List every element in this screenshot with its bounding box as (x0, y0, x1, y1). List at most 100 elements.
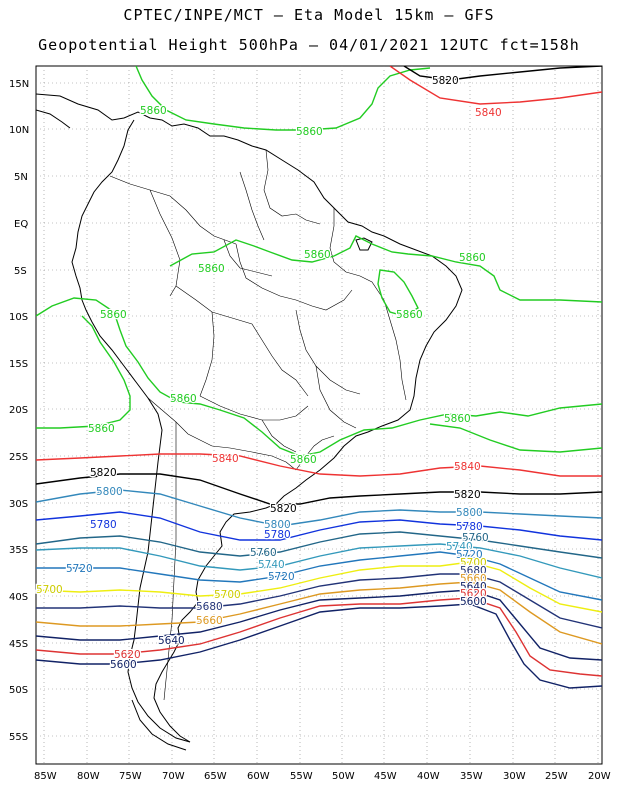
contour-label: 5860 (459, 252, 486, 264)
lat-label: 55S (9, 732, 28, 743)
lat-label: 10N (9, 125, 29, 136)
lon-label: 45W (374, 771, 397, 782)
map-title-line-1: CPTEC/INPE/MCT – Eta Model 15km – GFS (123, 6, 495, 24)
contour-5780 (36, 511, 602, 541)
contour-5700 (36, 561, 602, 613)
contour-label: 5820 (432, 75, 459, 87)
lat-label: 5S (14, 266, 27, 277)
contour-label: 5720 (268, 571, 295, 583)
contour-5840-south (36, 453, 602, 477)
contour-label: 5860 (296, 126, 323, 138)
lon-label: 75W (119, 771, 142, 782)
contour-label: 5700 (36, 584, 63, 596)
contour-label: 5860 (100, 309, 127, 321)
contour-label: 5680 (460, 565, 487, 577)
contour-5860-ne-loop (377, 269, 419, 317)
contour-label: 5800 (264, 519, 291, 531)
contour-label: 5740 (258, 559, 285, 571)
lon-label: 60W (247, 771, 270, 782)
contour-label: 5760 (462, 532, 489, 544)
contour-5680 (36, 573, 602, 629)
contour-label: 5660 (460, 573, 487, 585)
contour-5860-interior (169, 235, 602, 303)
lon-label: 70W (162, 771, 185, 782)
contour-label: 5860 (88, 423, 115, 435)
contour-label: 5640 (158, 635, 185, 647)
map-frame (35, 65, 603, 765)
contour-label: 5820 (454, 489, 481, 501)
contour-label: 5600 (110, 659, 137, 671)
lon-label: 30W (503, 771, 526, 782)
lat-label: 40S (9, 592, 28, 603)
contour-label: 5840 (454, 461, 481, 473)
contour-5860-main (36, 297, 602, 457)
lon-label: 85W (34, 771, 57, 782)
contours (36, 66, 602, 689)
contour-label: 5860 (444, 413, 471, 425)
contour-label: 5800 (456, 507, 483, 519)
graticule (36, 66, 602, 764)
contour-5600 (36, 603, 602, 689)
lat-label: 20S (9, 405, 28, 416)
contour-label: 5720 (66, 563, 93, 575)
contour-label: 5760 (250, 547, 277, 559)
contour-label: 5720 (456, 549, 483, 561)
contour-5820-north (403, 66, 602, 81)
lat-label: 50S (9, 685, 28, 696)
lon-label: 80W (77, 771, 100, 782)
lon-label: 35W (460, 771, 483, 782)
contour-5800 (36, 489, 602, 527)
contour-label: 5620 (114, 649, 141, 661)
lat-label: 15N (9, 79, 29, 90)
contour-label: 5680 (196, 601, 223, 613)
contour-label: 5820 (90, 467, 117, 479)
lat-label: 35S (9, 545, 28, 556)
contour-label: 5700 (214, 589, 241, 601)
lat-label: EQ (14, 219, 28, 230)
lon-label: 20W (588, 771, 611, 782)
contour-label: 5860 (304, 249, 331, 261)
contour-label: 5620 (460, 588, 487, 600)
contour-label: 5800 (96, 486, 123, 498)
contour-label: 5640 (460, 581, 487, 593)
contour-label: 5860 (396, 309, 423, 321)
contour-5740 (36, 543, 602, 579)
lon-label: 55W (290, 771, 313, 782)
lat-label: 25S (9, 452, 28, 463)
contour-label: 5860 (290, 454, 317, 466)
lon-label: 50W (332, 771, 355, 782)
contour-label: 5820 (270, 503, 297, 515)
contour-5720 (36, 551, 602, 601)
contour-label: 5740 (446, 541, 473, 553)
lat-label: 15S (9, 359, 28, 370)
contour-label: 5600 (460, 596, 487, 608)
contour-label: 5860 (140, 105, 167, 117)
contour-label: 5860 (290, 454, 317, 466)
contour-5860-west (36, 315, 131, 429)
lon-label: 65W (204, 771, 227, 782)
lat-label: 30S (9, 499, 28, 510)
lat-label: 10S (9, 312, 28, 323)
contour-label: 5780 (90, 519, 117, 531)
contour-5860-north (135, 66, 431, 131)
contour-label: 5840 (212, 453, 239, 465)
contour-5660 (36, 581, 602, 645)
contour-label: 5860 (170, 393, 197, 405)
contour-label: 5840 (475, 107, 502, 119)
lat-label: 5N (14, 172, 28, 183)
lat-label: 45S (9, 639, 28, 650)
contour-5620 (36, 597, 602, 677)
map-title-line-2: Geopotential Height 500hPa – 04/01/2021 … (38, 36, 580, 54)
contour-5640 (36, 589, 602, 661)
contour-5760 (36, 531, 602, 559)
contour-label: 5700 (460, 557, 487, 569)
lon-label: 40W (417, 771, 440, 782)
contour-label: 5860 (198, 263, 225, 275)
contour-5860-east (429, 423, 602, 453)
contour-label: 5660 (196, 615, 223, 627)
contour-5820-south (36, 473, 602, 505)
lon-label: 25W (545, 771, 568, 782)
contour-5840-north (389, 66, 602, 105)
contour-label: 5780 (264, 529, 291, 541)
